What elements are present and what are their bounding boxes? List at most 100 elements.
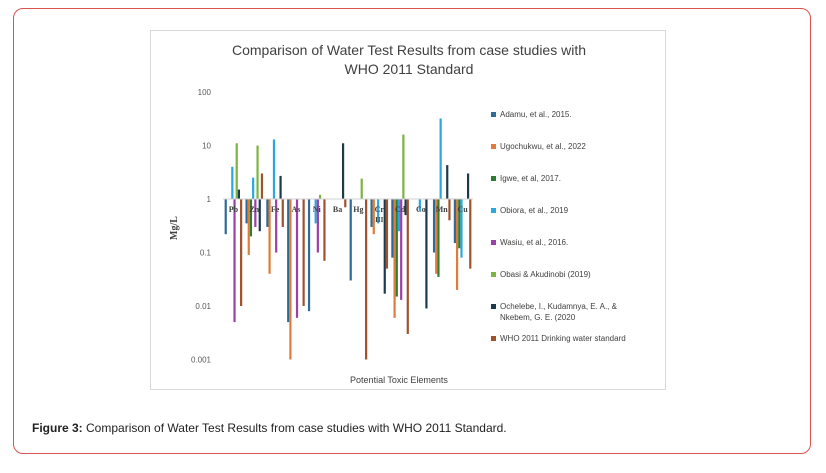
bar-cd-series-2 (393, 199, 396, 318)
chart-area: Comparison of Water Test Results from ca… (150, 30, 666, 390)
bar-pb-series-8 (240, 199, 243, 306)
x-tick-label: Hg (353, 205, 363, 214)
legend-label: Obasi & Akudinobi (2019) (500, 270, 591, 279)
bar-pb-series-1 (224, 199, 227, 235)
bar-zn-series-4 (252, 177, 255, 199)
bar-mn-series-4 (439, 118, 442, 199)
legend-swatch (491, 272, 496, 277)
x-tick-sublabel: III (375, 216, 383, 224)
bar-fe-series-5 (275, 199, 278, 253)
bar-ba-series-8 (344, 199, 347, 208)
bar-cd-series-6 (402, 134, 405, 199)
bar-mn-series-7 (446, 165, 449, 199)
bar-ba-series-7 (341, 143, 345, 199)
x-tick-label: Ni (313, 205, 322, 214)
legend-label: Adamu, et al., 2015. (500, 110, 572, 119)
figure-frame (13, 8, 811, 454)
x-tick-label: Fe (271, 205, 280, 214)
figure-caption: Figure 3: Comparison of Water Test Resul… (32, 421, 507, 435)
bar-mn-series-3 (437, 199, 440, 277)
bar-hg-series-1 (349, 199, 352, 281)
bar-zn-series-5 (254, 199, 257, 227)
bar-cd-series-5 (400, 199, 403, 300)
bar-mn-series-8 (448, 199, 451, 221)
bar-ni-series-6 (318, 194, 322, 199)
bar-cd-series-4 (397, 199, 401, 232)
y-tick-label: 100 (198, 88, 212, 97)
bar-pb-series-7 (237, 189, 241, 199)
x-tick-label: Cr (375, 205, 385, 214)
bar-hg-series-8 (365, 199, 368, 360)
bar-co-series-7 (425, 199, 428, 309)
x-tick-label: Mn (436, 205, 449, 214)
bar-zn-series-1 (245, 199, 248, 224)
bar-cr-series-2 (372, 199, 375, 235)
bar-as-series-2 (289, 199, 292, 360)
y-tick-label: 1 (207, 195, 212, 204)
bar-cd-series-8 (406, 199, 409, 334)
x-tick-label: As (291, 205, 300, 214)
chart-svg: Comparison of Water Test Results from ca… (169, 42, 626, 385)
bar-fe-series-2 (268, 199, 271, 274)
x-tick-label: Cu (457, 205, 468, 214)
x-tick-label: Co (416, 205, 426, 214)
x-tick-label: Pb (229, 205, 239, 214)
bar-zn-series-3 (249, 199, 253, 237)
bar-ni-series-8 (323, 199, 326, 261)
bar-cr-series-8 (385, 199, 389, 269)
bar-cu-series-3 (458, 199, 461, 249)
x-tick-label: Ba (333, 205, 342, 214)
caption-label: Figure 3: (32, 421, 83, 435)
y-tick-label: 10 (202, 142, 211, 151)
bar-mn-series-2 (435, 199, 438, 274)
bar-pb-series-6 (235, 143, 238, 199)
bar-cd-series-1 (391, 199, 394, 258)
caption-text: Comparison of Water Test Results from ca… (86, 421, 507, 435)
bar-mn-series-1 (432, 199, 436, 253)
bar-co-series-4 (418, 199, 421, 211)
legend-label: Wasiu, et al., 2016. (500, 238, 568, 247)
bar-as-series-5 (295, 199, 299, 318)
bar-cd-series-7 (404, 199, 407, 216)
legend-label: WHO 2011 Drinking water standard (500, 334, 626, 343)
y-tick-label: 0.01 (195, 302, 211, 311)
legend-label: Obiora, et al., 2019 (500, 206, 569, 215)
legend-swatch (491, 144, 496, 149)
x-axis-label: Potential Toxic Elements (350, 375, 448, 385)
bar-cr-series-7 (383, 199, 386, 294)
bar-fe-series-1 (266, 199, 269, 227)
bar-cu-series-2 (455, 199, 459, 290)
bar-cu-series-8 (469, 199, 472, 269)
bar-cu-series-4 (460, 199, 463, 258)
legend-label: Ugochukwu, et al., 2022 (500, 142, 586, 151)
bar-cd-series-3 (395, 199, 398, 297)
legend-swatch (491, 240, 496, 245)
legend-swatch (491, 112, 496, 117)
chart-title-line1: Comparison of Water Test Results from ca… (232, 42, 586, 58)
bar-ni-series-5 (316, 199, 319, 253)
bar-pb-series-4 (231, 166, 234, 199)
y-axis-label: Mg/L (169, 216, 180, 240)
legend-swatch (491, 208, 496, 213)
bar-zn-series-2 (247, 199, 250, 255)
chart-title-line2: WHO 2011 Standard (345, 61, 474, 77)
x-tick-label: Zn (249, 205, 259, 214)
legend-label: Ochelebe, I., Kudamnya, E. A., & Nkebem, … (500, 302, 618, 322)
bar-as-series-1 (287, 199, 290, 323)
bar-cu-series-1 (453, 199, 456, 244)
bar-fe-series-7 (279, 175, 282, 199)
y-tick-label: 0.1 (200, 249, 212, 258)
legend-swatch (491, 304, 496, 309)
x-tick-label: Cd (395, 205, 406, 214)
bar-cu-series-7 (466, 173, 470, 199)
bar-zn-series-6 (256, 145, 259, 199)
legend-swatch (491, 176, 496, 181)
legend-swatch (491, 336, 496, 341)
legend-label: Igwe, et al, 2017. (500, 174, 561, 183)
bar-zn-series-8 (260, 173, 264, 199)
bar-cr-series-4 (377, 199, 380, 224)
bar-hg-series-6 (360, 178, 363, 199)
bar-as-series-8 (302, 199, 305, 306)
bar-cr-series-1 (370, 199, 373, 227)
y-tick-label: 0.001 (191, 356, 212, 365)
